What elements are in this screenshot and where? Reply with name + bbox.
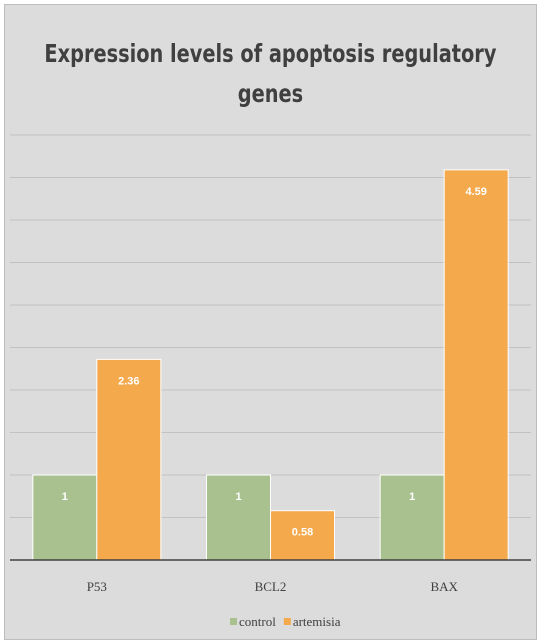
bar-control-bcl2 bbox=[206, 474, 271, 561]
legend: control artemisia bbox=[230, 614, 341, 629]
data-label: 1 bbox=[235, 491, 241, 503]
x-tick-label: BAX bbox=[430, 579, 458, 594]
data-label: 4.59 bbox=[465, 186, 486, 198]
legend-swatch-control bbox=[230, 618, 237, 625]
data-label: 0.58 bbox=[292, 527, 313, 539]
data-label: 1 bbox=[62, 491, 68, 503]
legend-label-artemisia: artemisia bbox=[293, 614, 341, 629]
bar-control-bax bbox=[379, 474, 445, 561]
x-tick-label: BCL2 bbox=[255, 579, 287, 594]
legend-label-control: control bbox=[239, 614, 276, 629]
bar-control-p53 bbox=[32, 474, 98, 561]
bar-artemisia-p53 bbox=[96, 358, 162, 561]
chart-title: Expression levels of apoptosis regulator… bbox=[44, 39, 497, 108]
data-label: 2.36 bbox=[118, 375, 139, 387]
legend-swatch-artemisia bbox=[283, 618, 291, 625]
bars bbox=[32, 169, 509, 561]
bar-artemisia-bax bbox=[443, 169, 509, 561]
x-tick-labels: P53 BCL2 BAX bbox=[87, 579, 459, 594]
x-tick-label: P53 bbox=[87, 579, 107, 594]
data-label: 1 bbox=[409, 491, 415, 503]
data-labels: 1 2.36 1 0.58 1 4.59 bbox=[62, 186, 487, 539]
